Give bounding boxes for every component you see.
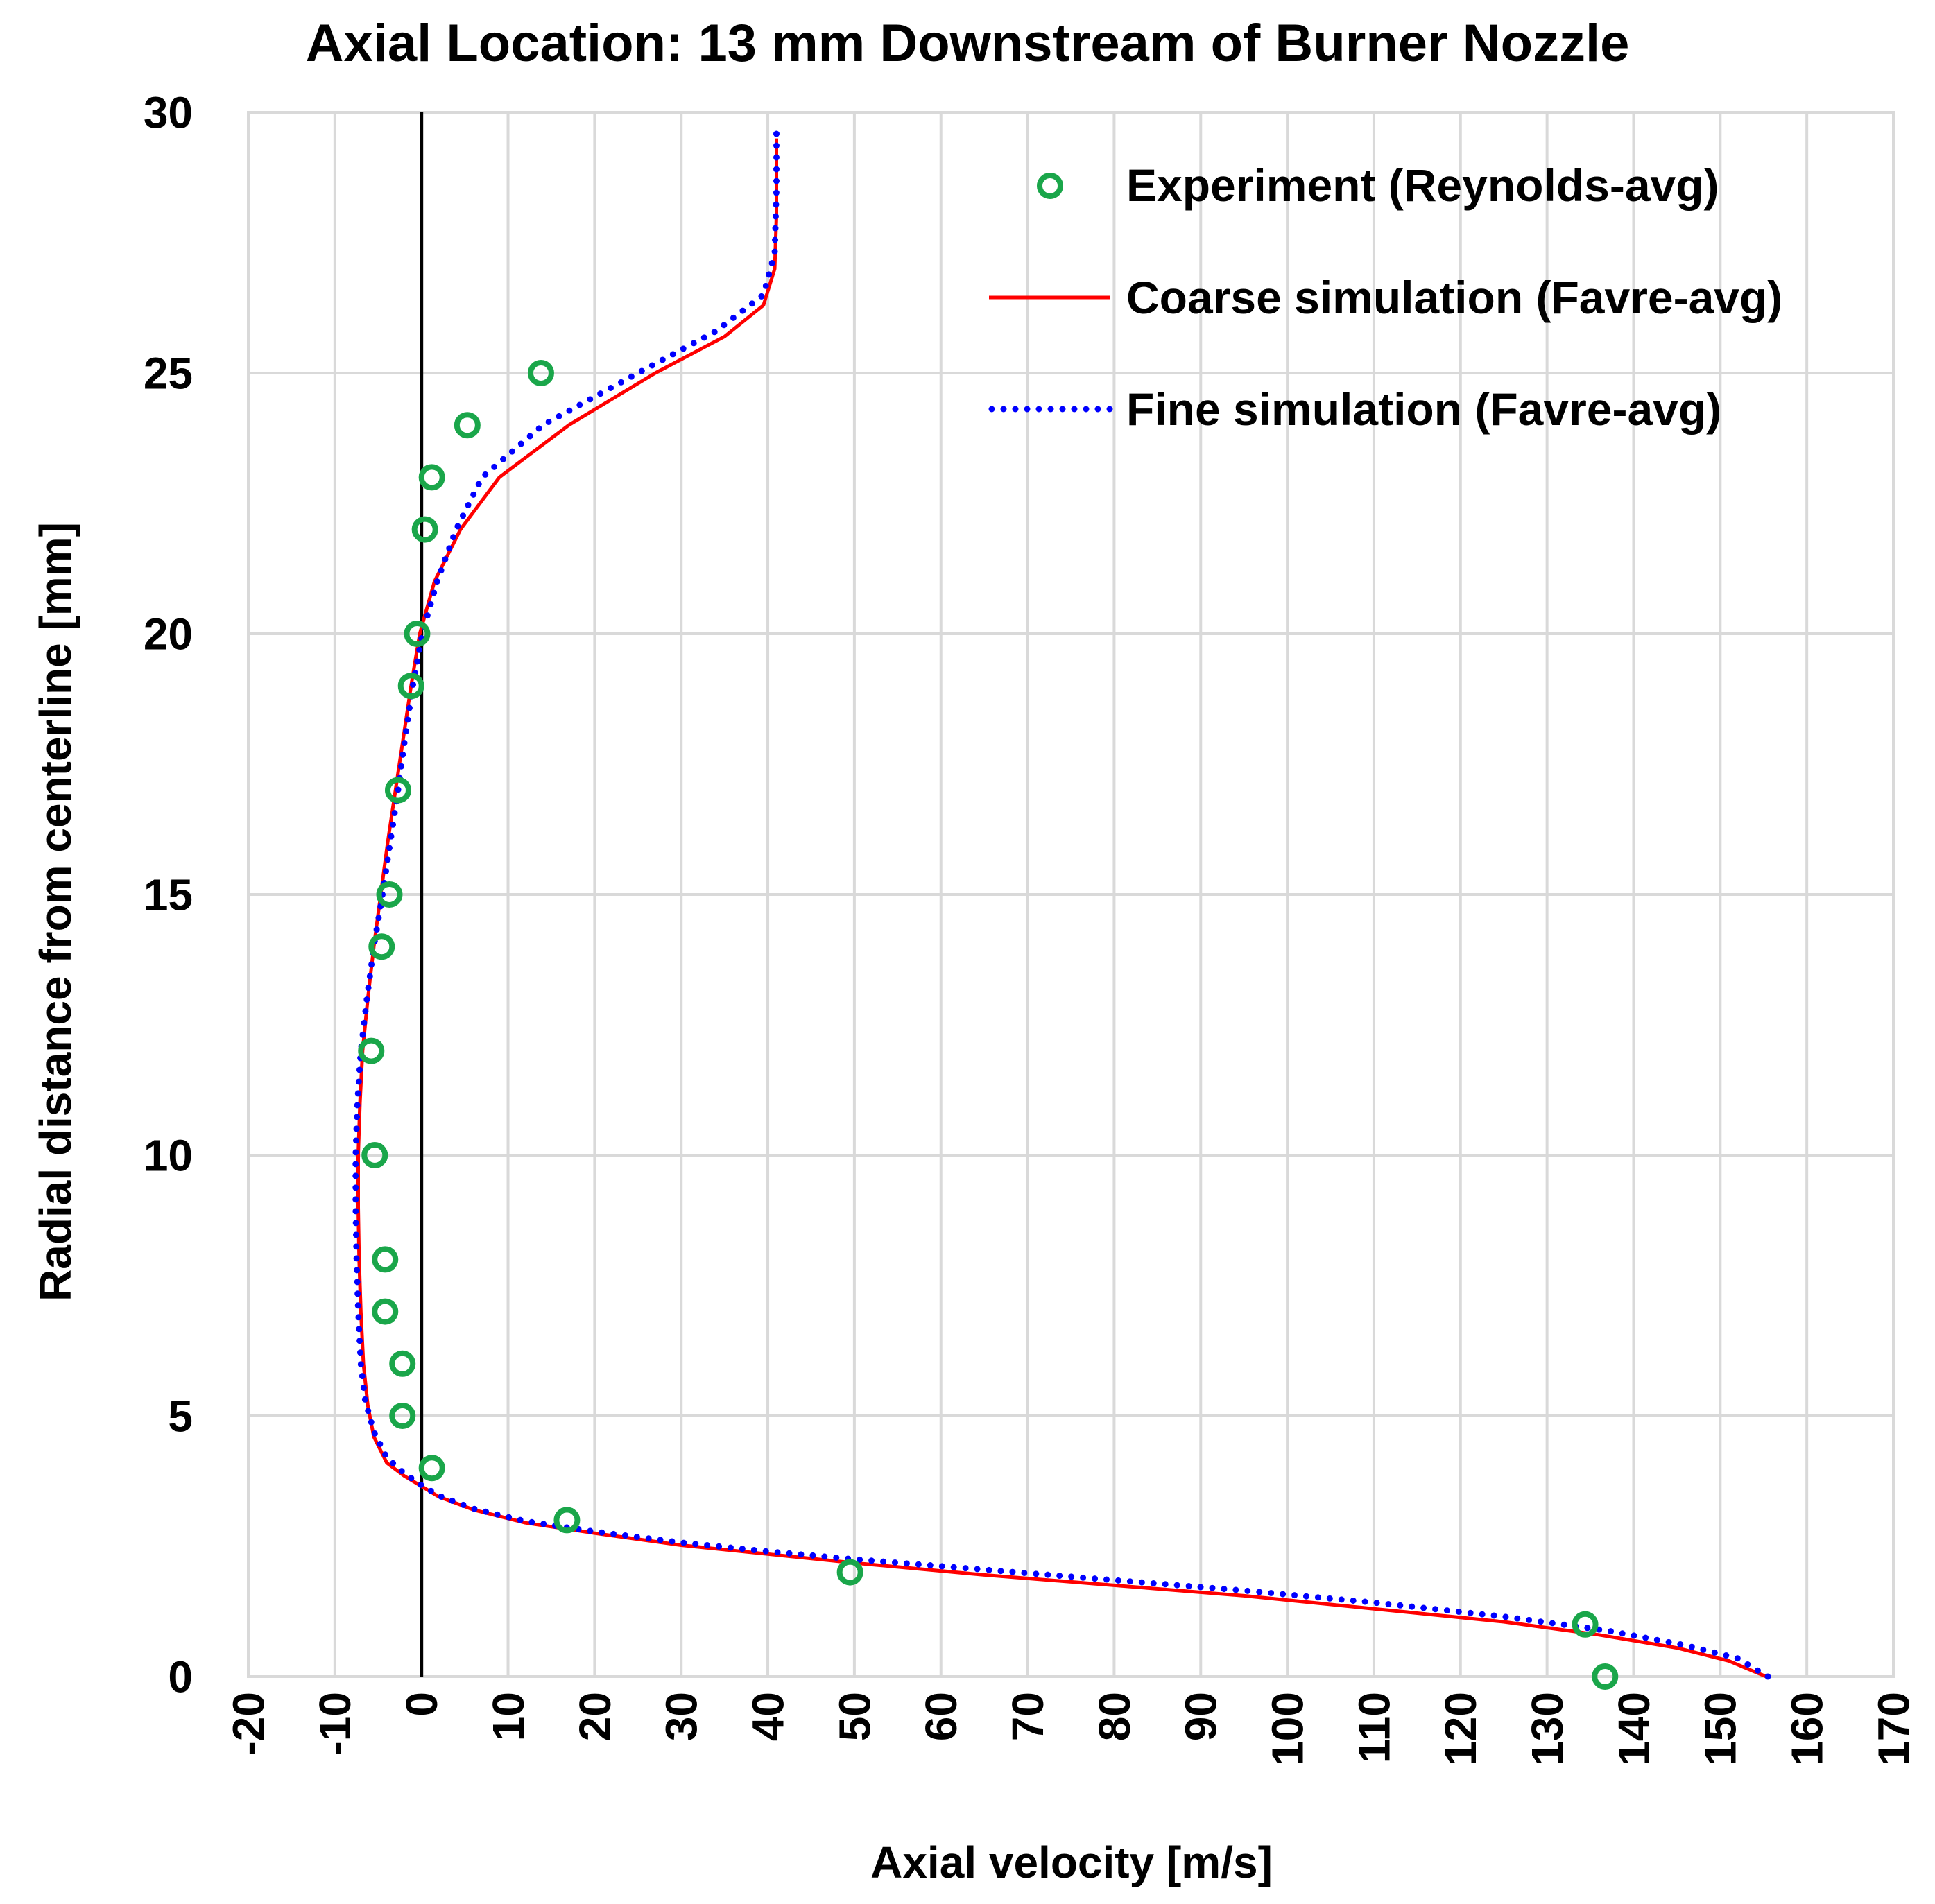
x-tick-label: 90 <box>1176 1692 1226 1741</box>
y-tick-label: 30 <box>144 87 193 137</box>
x-tick-label: -10 <box>310 1692 360 1756</box>
experiment-marker <box>368 933 395 960</box>
x-tick-label: 20 <box>570 1692 620 1741</box>
legend-label-coarse: Coarse simulation (Favre-avg) <box>1126 272 1782 323</box>
x-axis-label: Axial velocity [m/s] <box>870 1837 1273 1887</box>
x-tick-label: 150 <box>1696 1692 1746 1766</box>
y-tick-label: 20 <box>144 609 193 659</box>
x-tick-label: 60 <box>916 1692 966 1741</box>
experiment-marker <box>836 1559 863 1586</box>
experiment-marker <box>389 1403 416 1429</box>
x-tick-label: 130 <box>1522 1692 1572 1766</box>
x-tick-label: -20 <box>223 1692 273 1756</box>
y-tick-label: 15 <box>144 869 193 919</box>
x-tick-label: 100 <box>1263 1692 1313 1766</box>
x-tick-label: 70 <box>1003 1692 1053 1741</box>
experiment-marker <box>404 621 431 647</box>
experiment-marker <box>454 412 481 439</box>
y-tick-label: 5 <box>168 1391 193 1441</box>
experiment-marker <box>418 1455 445 1482</box>
fine-simulation-line <box>352 130 1771 1680</box>
y-tick-label: 10 <box>144 1130 193 1180</box>
series-group <box>352 130 1771 1690</box>
x-tick-label: 40 <box>743 1692 793 1741</box>
coarse-simulation-line <box>356 138 1767 1679</box>
x-tick-label: 50 <box>829 1692 879 1741</box>
experiment-marker <box>389 1350 416 1377</box>
experiment-marker <box>553 1507 580 1534</box>
x-tick-label: 80 <box>1090 1692 1140 1741</box>
y-tick-label: 0 <box>168 1652 193 1702</box>
x-tick-label: 120 <box>1436 1692 1486 1766</box>
experiment-marker <box>384 777 411 804</box>
experiment-marker <box>1572 1611 1599 1638</box>
x-tick-label: 160 <box>1782 1692 1832 1766</box>
experiment-marker <box>376 881 403 908</box>
x-tick-label: 0 <box>397 1692 447 1717</box>
plot-area <box>247 111 1895 1678</box>
x-tick-label: 110 <box>1349 1692 1399 1763</box>
x-tick-label: 170 <box>1868 1692 1918 1766</box>
experiment-marker <box>527 360 554 386</box>
x-tick-label: 30 <box>657 1692 707 1741</box>
legend-label-experiment: Experiment (Reynolds-avg) <box>1126 159 1719 211</box>
chart-title: Axial Location: 13 mm Downstream of Burn… <box>306 14 1630 73</box>
grid <box>247 111 1895 1678</box>
y-tick-label: 25 <box>144 348 193 398</box>
x-axis-ticks: -20 -10 0 10 20 30 40 50 60 70 80 90 100 110 120 130 140… <box>223 1692 1918 1766</box>
experiment-marker <box>411 516 438 543</box>
legend: Experiment (Reynolds-avg) Coarse simulat… <box>988 159 1782 435</box>
experiment-marker <box>372 1246 399 1273</box>
legend-label-fine: Fine simulation (Favre-avg) <box>1126 383 1721 435</box>
experiment-marker <box>372 1298 399 1325</box>
experiment-marker <box>418 464 445 491</box>
experiment-marker <box>361 1142 388 1168</box>
y-axis-ticks: 0 5 10 15 20 25 30 <box>144 87 193 1702</box>
legend-marker-experiment <box>1037 173 1063 199</box>
x-tick-label: 140 <box>1609 1692 1659 1766</box>
y-axis-label: Radial distance from centerline [mm] <box>31 522 80 1301</box>
experiment-marker <box>1592 1663 1619 1690</box>
x-tick-label: 10 <box>483 1692 533 1741</box>
experiment-marker <box>397 673 424 700</box>
experiment-marker <box>358 1037 385 1064</box>
